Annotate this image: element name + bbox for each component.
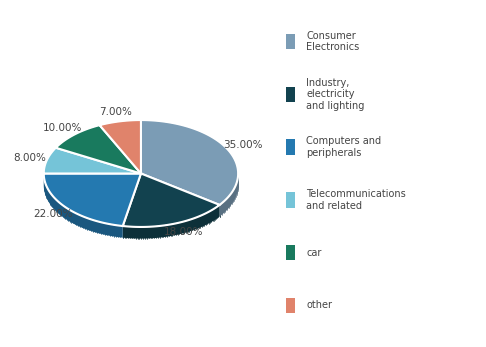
Polygon shape [220,174,238,217]
Text: car: car [306,248,322,257]
Polygon shape [123,205,220,239]
Bar [286,245,295,260]
Text: 22.00%: 22.00% [33,209,72,219]
Polygon shape [100,120,141,174]
Text: 7.00%: 7.00% [100,107,132,117]
Polygon shape [44,148,141,174]
Text: 35.00%: 35.00% [224,140,263,150]
Bar [286,192,295,208]
Text: Computers and
peripherals: Computers and peripherals [306,136,382,158]
Text: other: other [306,301,332,310]
Bar [286,139,295,155]
Bar [286,86,295,102]
Polygon shape [56,125,141,174]
Text: 10.00%: 10.00% [43,122,82,133]
Text: 8.00%: 8.00% [14,153,46,163]
Text: Industry,
electricity
and lighting: Industry, electricity and lighting [306,78,365,111]
Polygon shape [44,174,141,226]
Polygon shape [44,174,123,238]
Text: Telecommunications
and related: Telecommunications and related [306,189,406,211]
Bar [286,34,295,50]
Text: Consumer
Electronics: Consumer Electronics [306,31,360,52]
Text: 18.00%: 18.00% [163,227,203,237]
Polygon shape [141,120,238,205]
Bar [286,297,295,313]
Polygon shape [123,174,220,227]
